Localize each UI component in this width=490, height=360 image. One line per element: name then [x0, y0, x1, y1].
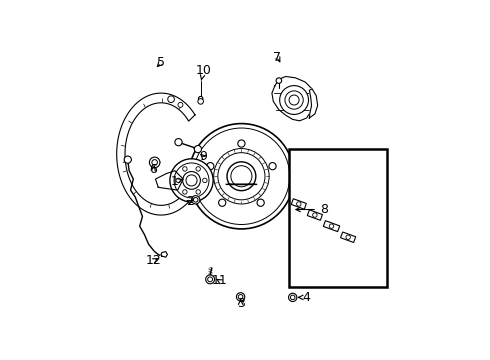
Circle shape — [203, 178, 207, 183]
Circle shape — [168, 96, 174, 103]
Circle shape — [196, 167, 200, 171]
Bar — [289, 149, 387, 287]
Circle shape — [296, 202, 301, 206]
Text: 7: 7 — [273, 50, 281, 64]
Circle shape — [231, 166, 252, 187]
Polygon shape — [341, 232, 356, 243]
Polygon shape — [161, 252, 168, 257]
Circle shape — [170, 159, 213, 202]
Text: 12: 12 — [146, 254, 161, 267]
Circle shape — [289, 293, 297, 302]
Circle shape — [238, 140, 245, 147]
Polygon shape — [117, 93, 195, 215]
Circle shape — [237, 293, 245, 301]
Circle shape — [196, 190, 200, 194]
Polygon shape — [291, 199, 306, 209]
Circle shape — [218, 153, 265, 200]
Circle shape — [219, 199, 226, 206]
Circle shape — [193, 128, 290, 225]
Circle shape — [227, 162, 256, 191]
Text: 8: 8 — [296, 203, 328, 216]
Text: 6: 6 — [149, 163, 157, 176]
Circle shape — [289, 95, 299, 105]
Circle shape — [195, 145, 201, 153]
Circle shape — [183, 172, 200, 189]
Circle shape — [152, 159, 157, 165]
Circle shape — [206, 275, 215, 284]
Circle shape — [280, 86, 309, 114]
Circle shape — [329, 224, 334, 228]
Circle shape — [269, 163, 276, 170]
Text: 5: 5 — [157, 56, 165, 69]
Circle shape — [257, 199, 264, 206]
Circle shape — [276, 78, 282, 84]
Polygon shape — [272, 76, 315, 121]
Circle shape — [174, 163, 209, 198]
Text: 11: 11 — [211, 274, 227, 287]
Circle shape — [183, 190, 187, 194]
Text: 4: 4 — [298, 291, 310, 304]
Polygon shape — [155, 171, 183, 190]
Circle shape — [207, 163, 214, 170]
Text: 10: 10 — [196, 64, 211, 80]
Text: 1: 1 — [171, 175, 182, 188]
Circle shape — [291, 295, 295, 300]
Circle shape — [175, 139, 182, 146]
Polygon shape — [309, 89, 318, 118]
Circle shape — [192, 195, 200, 204]
Circle shape — [313, 213, 317, 217]
Circle shape — [214, 149, 269, 204]
Circle shape — [186, 175, 197, 186]
Polygon shape — [307, 210, 322, 220]
Circle shape — [124, 156, 131, 163]
Circle shape — [176, 178, 180, 183]
Polygon shape — [323, 221, 340, 231]
Circle shape — [189, 123, 294, 229]
Circle shape — [194, 198, 198, 202]
Circle shape — [198, 96, 203, 101]
Circle shape — [178, 102, 183, 107]
Text: 9: 9 — [199, 150, 207, 163]
Circle shape — [208, 277, 213, 282]
Circle shape — [285, 91, 303, 109]
Circle shape — [198, 99, 203, 104]
Text: 3: 3 — [237, 297, 245, 310]
Text: 2: 2 — [186, 195, 194, 208]
Circle shape — [238, 294, 243, 299]
Circle shape — [149, 157, 160, 168]
Circle shape — [183, 167, 187, 171]
Circle shape — [346, 235, 350, 239]
